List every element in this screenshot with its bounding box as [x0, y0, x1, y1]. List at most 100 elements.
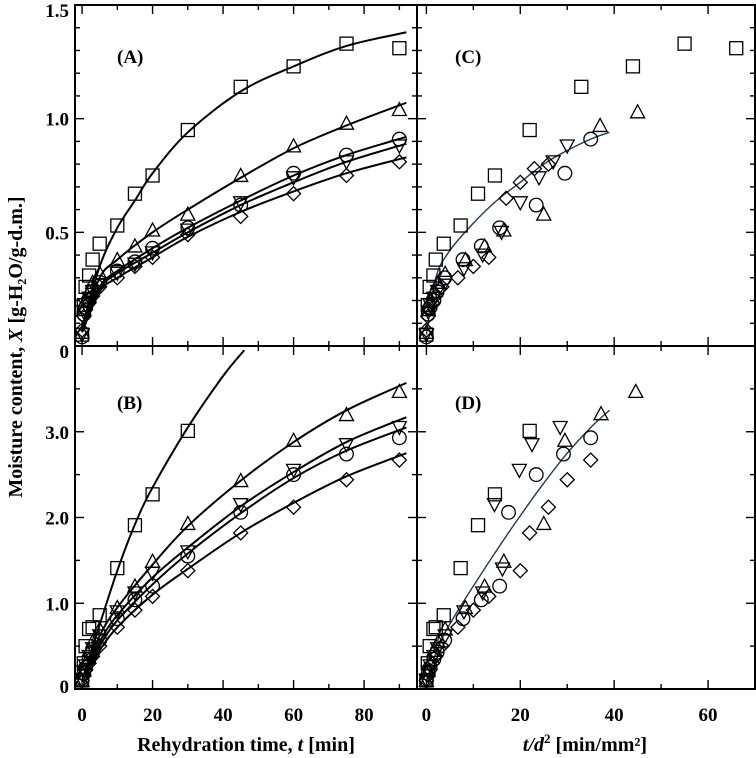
- circle-marker: [180, 548, 196, 564]
- inv-triangle-marker: [285, 171, 302, 187]
- circle-marker: [556, 446, 571, 462]
- panel-label-a: (A): [117, 47, 143, 68]
- circle-marker: [145, 578, 161, 594]
- diamond-marker: [418, 322, 435, 339]
- circle-marker: [76, 306, 92, 322]
- y-tick-label-top: 0.5: [45, 223, 69, 244]
- series-triangle: [75, 383, 408, 688]
- x-tick-label-right: 40: [605, 705, 624, 726]
- circle-marker: [528, 197, 544, 213]
- y-axis-title: Moisture content, X [g-H₂O/g-d.m.]: [5, 196, 27, 497]
- diamond-marker: [540, 156, 557, 173]
- y-tick-label-bottom: 2.0: [45, 509, 69, 530]
- inv-triangle-marker: [545, 155, 562, 171]
- square-marker: [574, 79, 589, 94]
- tick-labels-layer: 0 20 40 60 80 0 20 40 60 0 0.5 1.0 1.5 0 1.0 2.0 3.0: [45, 1, 717, 726]
- inv-triangle-marker: [523, 438, 541, 453]
- circle-marker: [127, 254, 143, 270]
- diamond-marker: [109, 619, 126, 636]
- fit-curve-triangle: [81, 381, 407, 681]
- circle-marker: [422, 660, 438, 676]
- fit-curve-inv-triangle: [81, 142, 407, 331]
- panel-c-plot-area: [418, 36, 744, 345]
- series-diamond: [418, 156, 557, 339]
- square-marker: [233, 79, 248, 94]
- diamond-marker: [91, 638, 108, 655]
- circle-marker: [109, 611, 125, 627]
- y-tick-label-bottom: 0: [60, 677, 70, 698]
- square-marker: [453, 218, 468, 233]
- diamond-marker: [84, 288, 101, 304]
- diamond-marker: [127, 602, 143, 619]
- x-axis-title-left: Rehydration time, t [min]: [137, 734, 355, 756]
- triangle-marker: [627, 383, 644, 399]
- triangle-marker: [285, 137, 302, 153]
- series-triangle: [418, 383, 644, 688]
- inv-triangle-marker: [429, 284, 446, 300]
- circle-marker: [127, 592, 143, 608]
- diamond-marker: [424, 294, 441, 311]
- diamond-marker: [512, 562, 529, 579]
- diamond-marker: [526, 160, 543, 177]
- square-marker: [422, 638, 437, 654]
- inv-triangle-marker: [232, 498, 249, 514]
- diamond-marker: [480, 249, 497, 266]
- square-marker: [729, 41, 744, 56]
- square-marker: [428, 252, 443, 267]
- diamond-marker: [109, 269, 126, 286]
- diamond-marker: [232, 208, 249, 225]
- inv-triangle-marker: [486, 498, 503, 514]
- circle-marker: [76, 666, 92, 682]
- square-marker: [436, 608, 451, 623]
- square-marker: [522, 423, 537, 439]
- x-tick-label-right: 60: [699, 705, 718, 726]
- panel-d-frame: [416, 345, 756, 690]
- circle-marker: [437, 632, 453, 648]
- fit-curve-circle: [81, 135, 407, 331]
- series-diamond: [418, 452, 599, 689]
- panel-d: (D): [416, 345, 756, 690]
- axis-titles-layer: Moisture content, X [g-H₂O/g-d.m.] Rehyd…: [5, 196, 647, 756]
- diamond-marker: [449, 269, 466, 286]
- diamond-marker: [285, 185, 302, 202]
- diamond-marker: [81, 294, 98, 311]
- square-marker: [487, 168, 503, 183]
- master-curve: [425, 409, 610, 681]
- triangle-marker: [592, 405, 610, 421]
- diamond-marker: [540, 499, 557, 516]
- series-circle: [75, 430, 407, 688]
- fit-curve-inv-triangle: [81, 416, 407, 681]
- diamond-marker: [559, 471, 576, 488]
- x-tick-label-right: 20: [511, 705, 530, 726]
- x-tick-label-right: 0: [422, 705, 432, 726]
- square-marker: [339, 36, 354, 51]
- diamond-marker: [75, 672, 90, 689]
- diamond-marker: [449, 619, 466, 636]
- triangle-marker: [591, 117, 609, 133]
- triangle-marker: [109, 251, 126, 267]
- circle-marker: [583, 131, 599, 147]
- circle-marker: [92, 274, 108, 290]
- square-marker: [677, 36, 692, 51]
- triangle-marker: [391, 101, 408, 117]
- inv-triangle-marker: [144, 566, 161, 582]
- inv-triangle-marker: [494, 562, 511, 578]
- diamond-marker: [433, 638, 450, 655]
- square-marker: [85, 252, 100, 267]
- x-tick-label-left: 20: [143, 705, 162, 726]
- square-marker: [127, 186, 143, 201]
- y-tick-label-top: 1.5: [45, 1, 69, 22]
- series-inv-triangle: [418, 139, 576, 344]
- diamond-marker: [81, 655, 98, 672]
- triangle-marker: [391, 383, 408, 399]
- diamond-marker: [391, 153, 408, 170]
- square-marker: [145, 487, 160, 502]
- diamond-marker: [480, 588, 497, 605]
- circle-marker: [473, 592, 489, 608]
- diamond-marker: [498, 190, 515, 207]
- panel-a: (A): [74, 4, 418, 347]
- square-marker: [625, 59, 641, 74]
- inv-triangle-marker: [437, 629, 454, 645]
- inv-triangle-marker: [437, 275, 454, 291]
